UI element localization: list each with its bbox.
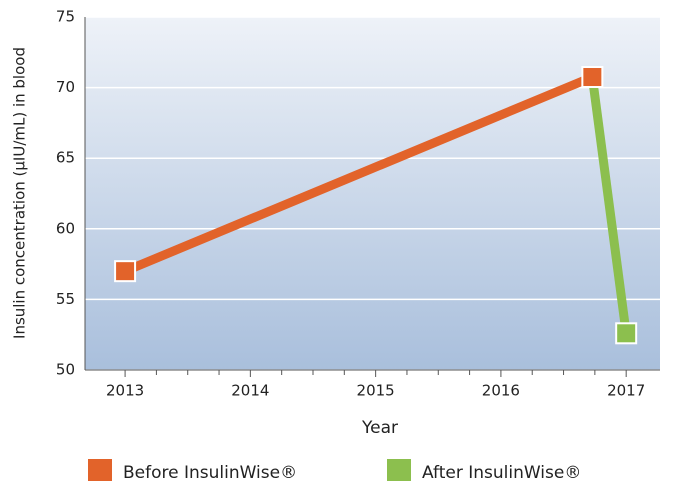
x-tick-label: 2017 <box>607 382 645 400</box>
x-tick-label: 2015 <box>357 382 395 400</box>
plot-area <box>85 17 660 370</box>
legend-label: After InsulinWise® <box>422 463 581 483</box>
y-tick-label: 55 <box>56 290 75 308</box>
legend-label: Before InsulinWise® <box>123 463 297 483</box>
series-line <box>123 72 595 276</box>
marker <box>114 260 137 283</box>
y-tick-label: 65 <box>56 149 75 167</box>
legend-swatch <box>387 459 411 481</box>
y-tick-label: 50 <box>56 361 75 379</box>
series-line <box>587 76 631 334</box>
y-tick-label: 60 <box>56 219 75 237</box>
legend-swatch <box>88 459 112 481</box>
y-tick-label: 70 <box>56 78 75 96</box>
y-axis-label: Insulin concentration (µIU/mL) in blood <box>11 47 29 339</box>
x-tick-label: 2014 <box>231 382 269 400</box>
marker <box>581 66 604 89</box>
y-tick-label: 75 <box>56 8 75 26</box>
x-axis-label: Year <box>361 418 398 438</box>
x-tick-label: 2013 <box>106 382 144 400</box>
x-tick-label: 2016 <box>482 382 520 400</box>
marker <box>615 322 638 345</box>
